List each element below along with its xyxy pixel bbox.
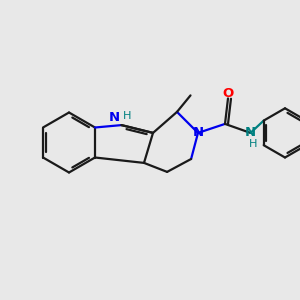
Text: H: H xyxy=(249,139,257,149)
Text: H: H xyxy=(123,111,131,121)
Text: N: N xyxy=(192,126,204,140)
Text: O: O xyxy=(222,87,234,101)
Text: N: N xyxy=(109,111,120,124)
Text: N: N xyxy=(245,126,256,140)
